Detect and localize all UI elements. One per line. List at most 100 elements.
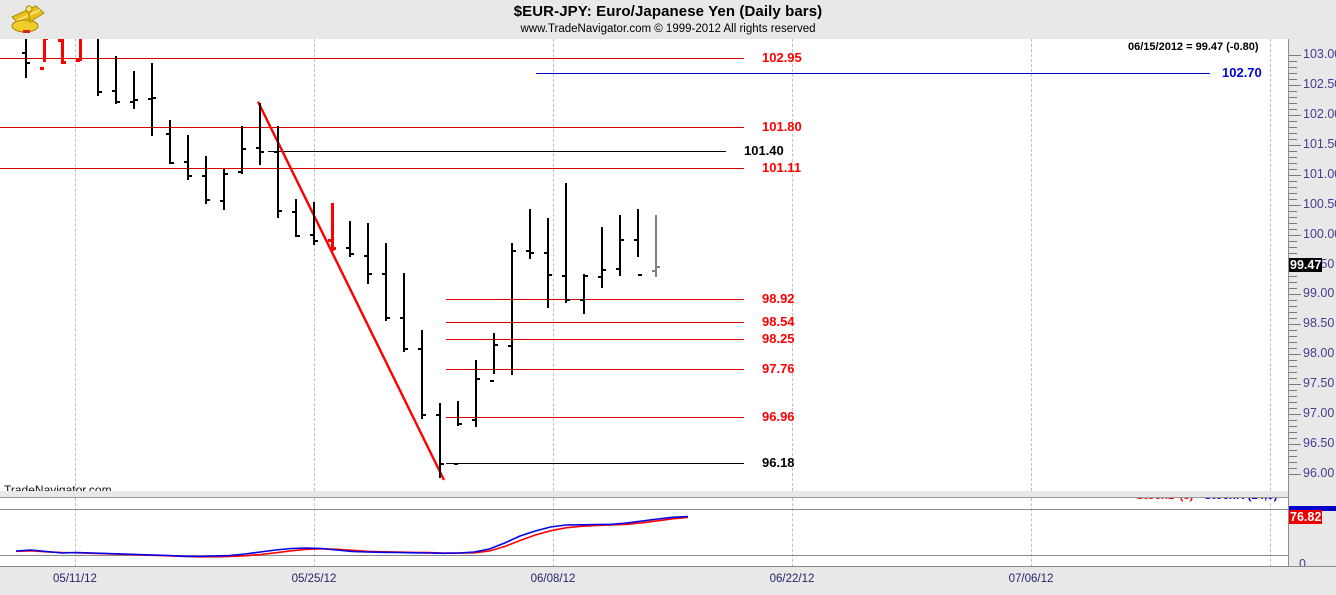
ohlc-bar[interactable]	[220, 169, 228, 210]
price-axis-minor-tick	[1289, 324, 1297, 325]
bar-open-tick	[274, 151, 278, 153]
price-axis-minor-tick	[1289, 73, 1297, 74]
price-axis-minor-tick	[1289, 354, 1297, 355]
price-axis[interactable]: 103.00 102.50 102.00 101.50 101.00 100.50 100.…	[1288, 39, 1336, 571]
ohlc-bar[interactable]	[76, 39, 84, 62]
bar-range-wick	[655, 215, 657, 277]
legend-stochk[interactable]: StochK (14,3)	[1204, 498, 1278, 502]
pane-separator	[0, 491, 1288, 497]
ohlc-bar[interactable]	[256, 103, 264, 165]
ohlc-bar[interactable]	[94, 39, 102, 96]
ohlc-bar[interactable]	[40, 39, 48, 70]
price-axis-label: 101.00	[1303, 167, 1336, 181]
ohlc-bar[interactable]	[310, 202, 318, 245]
ohlc-bar[interactable]	[598, 227, 606, 288]
bar-open-tick	[562, 275, 566, 277]
ohlc-bar[interactable]	[346, 221, 354, 257]
ohlc-bar[interactable]	[130, 71, 138, 109]
price-axis-minor-tick	[1289, 67, 1297, 68]
ohlc-bar[interactable]	[238, 126, 246, 174]
current-price-badge: 99.47	[1289, 258, 1323, 272]
price-axis-minor-tick	[1289, 217, 1297, 218]
price-axis-minor-tick	[1289, 462, 1297, 463]
price-axis-label: 100.50	[1303, 197, 1336, 211]
ohlc-bar[interactable]	[166, 120, 174, 164]
price-axis-minor-tick	[1289, 199, 1297, 200]
ohlc-bar[interactable]	[418, 330, 426, 419]
bar-close-tick	[116, 101, 120, 103]
bar-close-tick	[62, 61, 66, 64]
price-level-label-101.80: 101.80	[762, 119, 802, 134]
price-axis-label: 98.00	[1303, 346, 1335, 360]
price-level-line-96.18	[446, 463, 744, 464]
ohlc-bar[interactable]	[274, 126, 282, 218]
bar-range-wick	[133, 71, 135, 109]
bar-open-tick	[472, 419, 476, 421]
bar-open-tick	[580, 299, 584, 301]
price-axis-label: 97.50	[1303, 376, 1335, 390]
price-axis-minor-tick	[1289, 253, 1297, 254]
ohlc-bar[interactable]	[652, 215, 660, 277]
date-axis-label: 07/06/12	[1008, 573, 1054, 585]
ohlc-bar[interactable]	[454, 401, 462, 465]
price-axis-minor-tick	[1289, 181, 1297, 182]
ohlc-bar[interactable]	[400, 273, 408, 352]
stochastic-pane[interactable]: StochD (3) StochK (14,3)	[0, 497, 1288, 567]
price-axis-minor-tick	[1289, 414, 1297, 415]
ohlc-bar[interactable]	[562, 183, 570, 303]
ohlc-bar[interactable]	[436, 403, 444, 478]
ohlc-bar[interactable]	[616, 215, 624, 276]
ohlc-bar[interactable]	[364, 223, 372, 284]
ohlc-bar[interactable]	[112, 56, 120, 104]
price-chart-pane[interactable]: 102.95 102.70 101.80 101.40 101.11 98.92 98.54…	[0, 39, 1288, 491]
price-axis-minor-tick	[1289, 366, 1297, 367]
bar-range-wick	[205, 156, 207, 204]
price-axis-minor-tick	[1289, 420, 1297, 421]
price-axis-minor-tick	[1289, 474, 1297, 475]
bar-range-wick	[42, 39, 46, 62]
stoch-lower-band-line	[0, 555, 1288, 556]
copyright-subtitle: www.TradeNavigator.com © 1999-2012 All r…	[520, 23, 816, 35]
legend-stochd[interactable]: StochD (3)	[1136, 498, 1194, 502]
price-axis-minor-tick	[1289, 163, 1297, 164]
ohlc-bar[interactable]	[148, 63, 156, 136]
ohlc-bar[interactable]	[184, 135, 192, 180]
price-axis-minor-tick	[1289, 372, 1297, 373]
ohlc-bar[interactable]	[382, 243, 390, 321]
bar-open-tick	[364, 255, 368, 257]
bar-close-tick	[656, 266, 660, 268]
ohlc-bar[interactable]	[328, 203, 336, 251]
bar-range-wick	[565, 183, 567, 303]
price-level-line-101.80	[0, 127, 744, 128]
bar-open-tick	[508, 345, 512, 347]
ohlc-bar[interactable]	[22, 39, 30, 78]
gridline-3	[792, 498, 793, 567]
bar-open-tick	[76, 59, 80, 62]
bar-range-wick	[601, 227, 603, 288]
gridline-1	[314, 498, 315, 567]
ohlc-bar[interactable]	[58, 39, 66, 64]
ohlc-bar[interactable]	[202, 156, 210, 204]
ohlc-bar[interactable]	[526, 209, 534, 259]
ohlc-bar[interactable]	[490, 333, 498, 382]
ohlc-bar[interactable]	[472, 360, 480, 427]
bar-close-tick	[170, 162, 174, 164]
price-axis-label: 96.00	[1303, 466, 1335, 480]
price-axis-minor-tick	[1289, 378, 1297, 379]
ohlc-bar[interactable]	[580, 274, 588, 314]
price-axis-minor-tick	[1289, 121, 1297, 122]
price-level-label-98.54: 98.54	[762, 314, 795, 329]
ohlc-bar[interactable]	[508, 243, 516, 375]
ohlc-bar[interactable]	[292, 199, 300, 237]
bar-open-tick	[238, 171, 242, 173]
price-axis-minor-tick	[1289, 85, 1297, 86]
ohlc-bar[interactable]	[544, 218, 552, 308]
bar-range-wick	[385, 243, 387, 321]
bar-close-tick	[458, 423, 462, 425]
ohlc-bar[interactable]	[634, 209, 642, 276]
bar-close-tick	[548, 274, 552, 276]
price-axis-minor-tick	[1289, 360, 1297, 361]
date-axis[interactable]: 05/11/12 05/25/12 06/08/12 06/22/12 07/06/12	[0, 566, 1336, 595]
bar-range-wick	[637, 209, 639, 257]
price-axis-label: 101.50	[1303, 137, 1336, 151]
